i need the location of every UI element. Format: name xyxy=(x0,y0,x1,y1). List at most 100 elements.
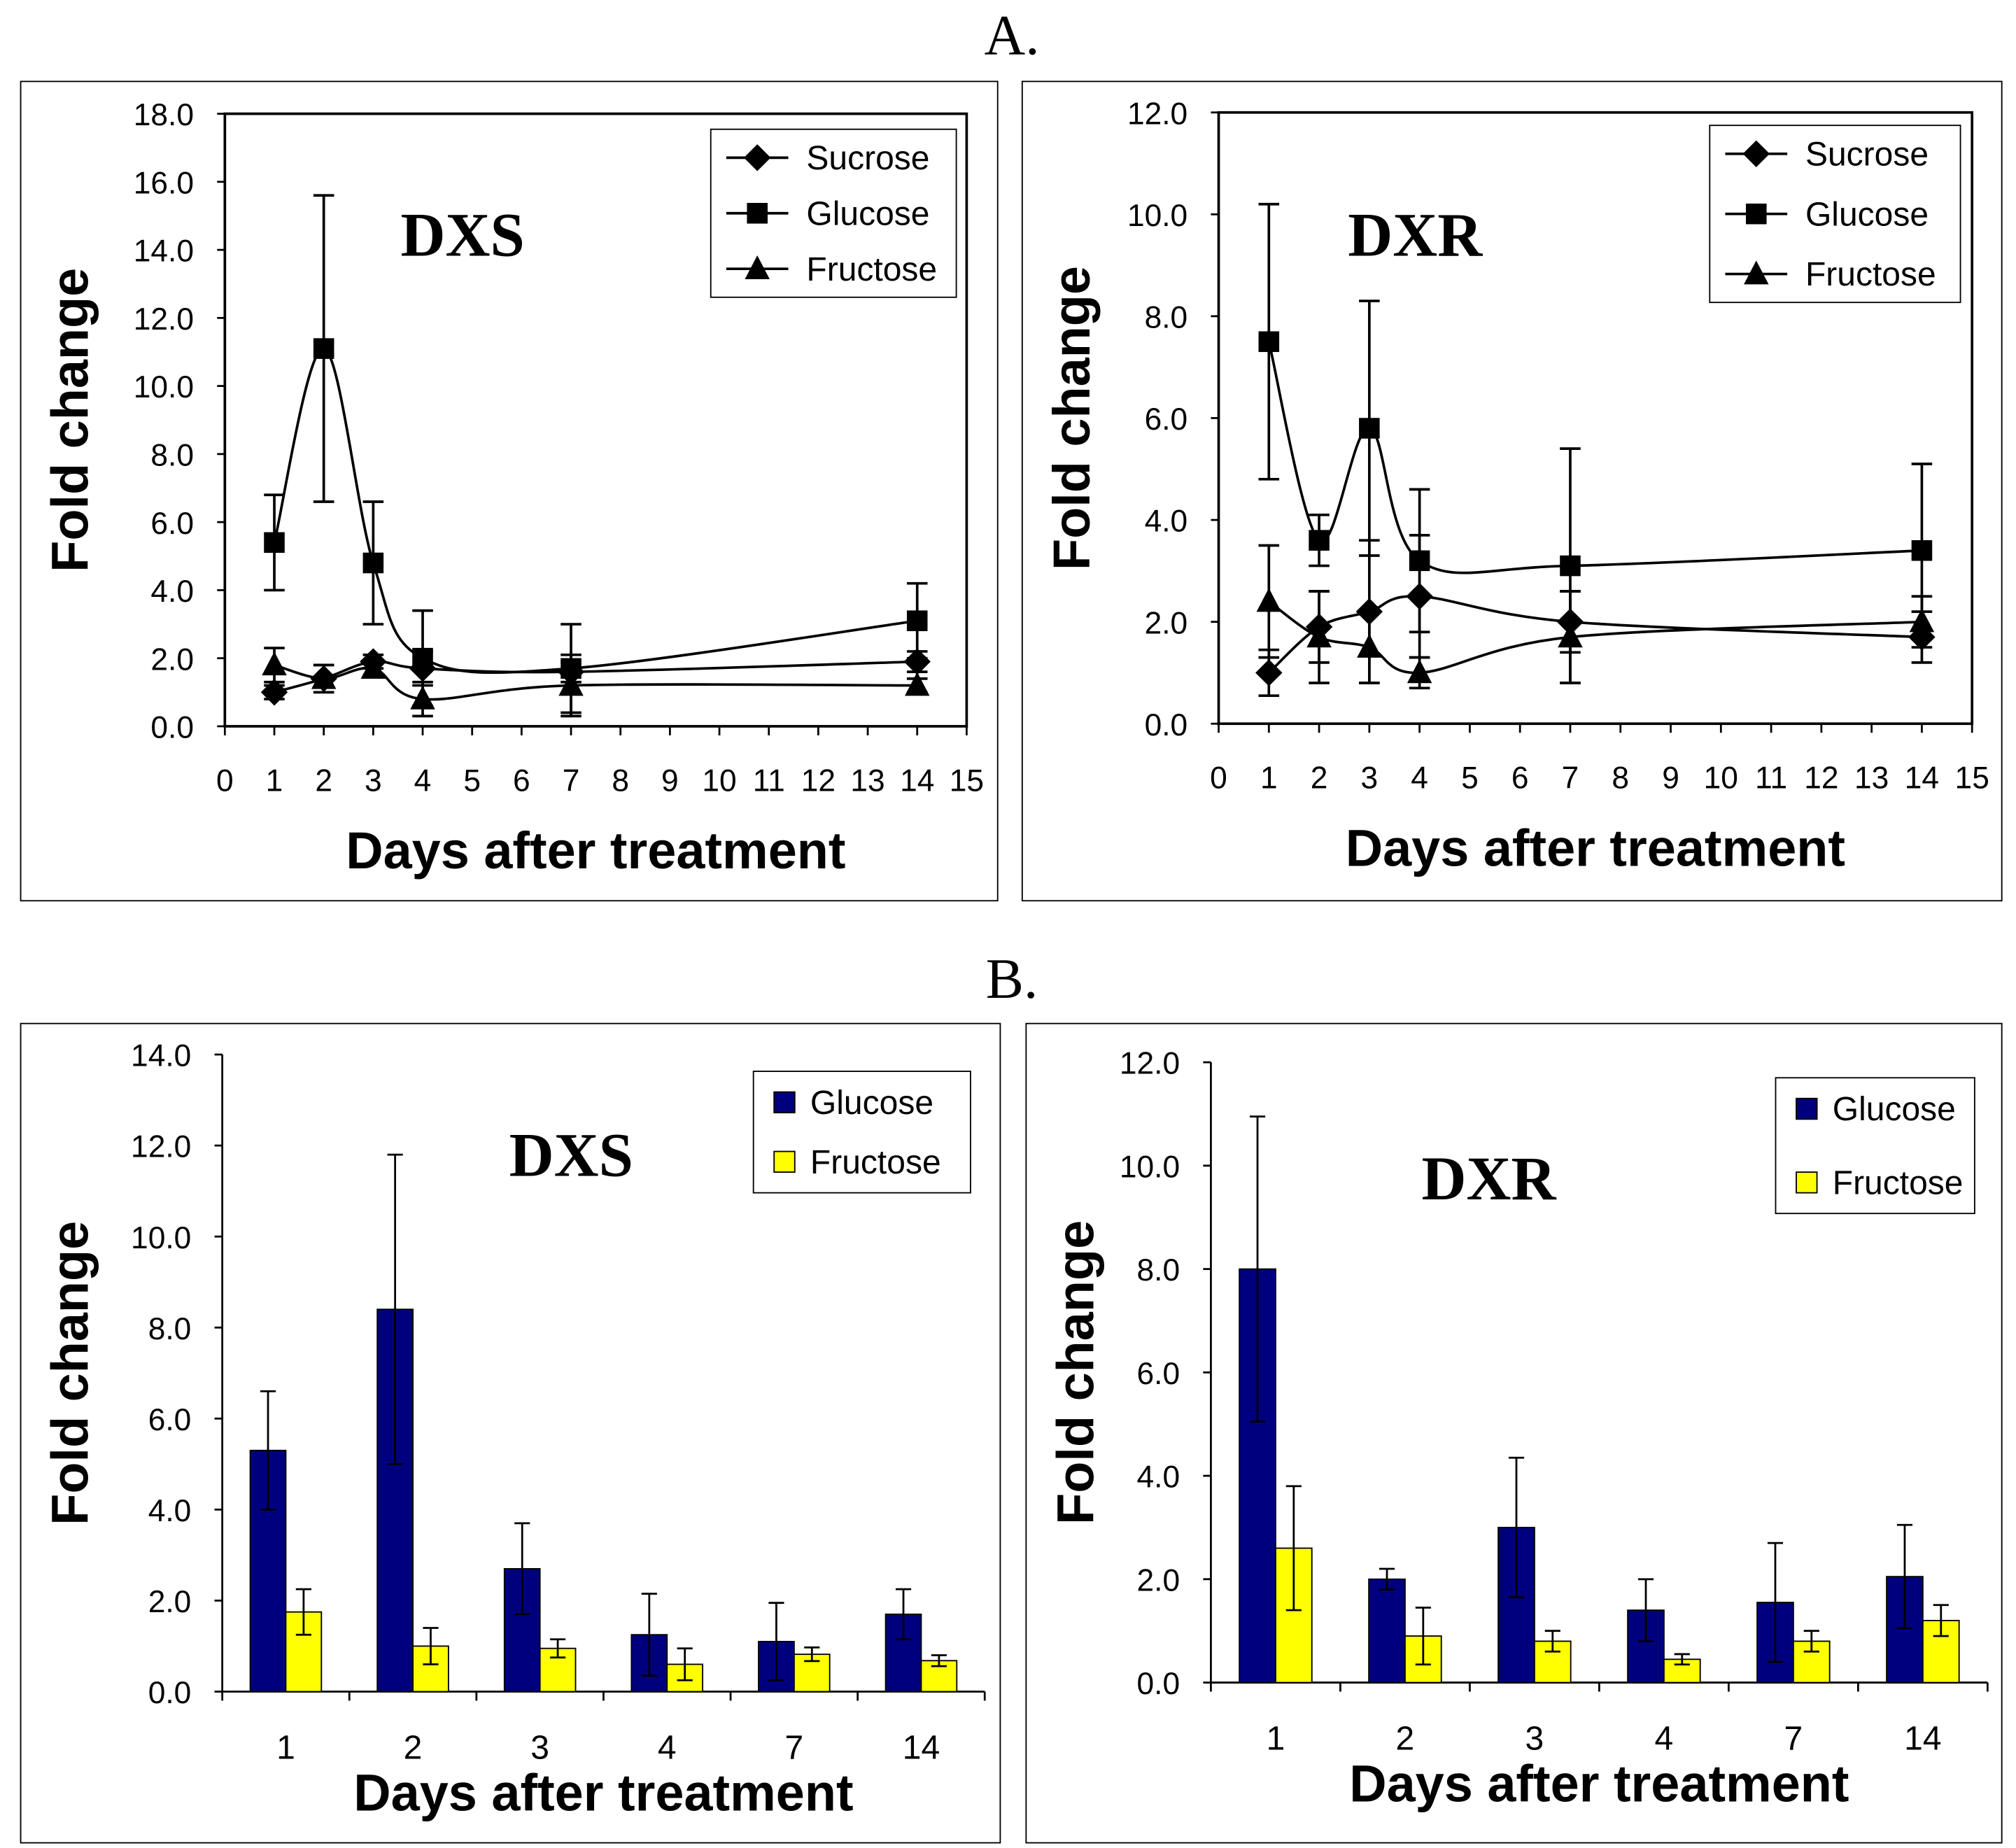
x-tick-label: 1 xyxy=(266,763,283,798)
legend: Glucose Fructose xyxy=(752,1071,971,1194)
y-tick-label: 12.0 xyxy=(134,302,194,337)
data-point xyxy=(360,655,386,679)
y-tick-label: 6.0 xyxy=(1145,402,1188,437)
legend-marker-fructose xyxy=(1744,260,1769,285)
chart-line-dxr: 0.0 2.0 4.0 6.0 8.0 10.0 12.0 Days after treatm… xyxy=(1021,80,2003,902)
legend-swatch-glucose xyxy=(773,1091,796,1114)
data-point xyxy=(1359,418,1380,439)
y-tick-label: 10.0 xyxy=(1120,1150,1180,1184)
x-tick-label: 6 xyxy=(513,763,530,798)
data-point xyxy=(412,647,433,669)
bar xyxy=(1239,1268,1276,1684)
y-tick-label: 4.0 xyxy=(150,574,194,609)
x-tick-label: 15 xyxy=(950,763,984,798)
x-axis-label: Days after treatment xyxy=(1346,819,1845,877)
x-tick-label: 0 xyxy=(216,763,234,798)
x-tick-label: 7 xyxy=(1784,1721,1803,1758)
x-tick-label: 13 xyxy=(850,763,884,798)
y-axis-label: Fold change xyxy=(1046,1220,1104,1525)
y-tick-label: 4.0 xyxy=(1137,1460,1180,1495)
legend-label: Glucose xyxy=(806,195,929,232)
section-label-b: B. xyxy=(986,947,1038,1010)
data-point xyxy=(1409,550,1430,572)
legend-swatch-glucose xyxy=(1796,1097,1818,1120)
data-point xyxy=(1306,623,1332,648)
plot-area xyxy=(223,112,968,728)
chart-bar-dxs: 0.0 2.0 4.0 6.0 8.0 10.0 12.0 14.0 Days after tr… xyxy=(20,1022,1001,1844)
x-tick-label: 12 xyxy=(1804,761,1838,796)
y-tick-label: 10.0 xyxy=(134,370,194,404)
x-tick-label: 3 xyxy=(530,1730,549,1767)
x-tick-label: 4 xyxy=(1655,1721,1674,1758)
data-point xyxy=(260,679,288,706)
chart-bar-dxr: 0.0 2.0 4.0 6.0 8.0 10.0 12.0 Days after treatm… xyxy=(1025,1022,2003,1844)
x-tick-label: 13 xyxy=(1854,761,1889,796)
x-tick-label: 2 xyxy=(1311,761,1328,796)
y-tick-label: 14.0 xyxy=(131,1039,191,1073)
y-axis-label: Fold change xyxy=(41,1221,99,1525)
y-tick-label: 6.0 xyxy=(1137,1357,1180,1391)
y-tick-label: 0.0 xyxy=(1137,1667,1180,1701)
bar xyxy=(376,1309,414,1693)
x-tick-label: 8 xyxy=(612,763,629,798)
y-tick-label: 4.0 xyxy=(148,1494,192,1528)
x-tick-label: 4 xyxy=(658,1730,677,1767)
series-sucrose xyxy=(260,648,931,706)
legend-label: Fructose xyxy=(810,1144,941,1181)
x-tick-label: 7 xyxy=(785,1730,804,1767)
x-tick-label: 1 xyxy=(276,1730,295,1767)
x-tick-label: 2 xyxy=(315,763,332,798)
legend-marker-glucose xyxy=(1746,203,1767,225)
x-tick-label: 1 xyxy=(1260,761,1278,796)
x-tick-label: 10 xyxy=(1704,761,1738,796)
data-point xyxy=(1407,659,1432,684)
data-point xyxy=(264,532,285,553)
chart-title: DXR xyxy=(1348,202,1483,270)
legend-marker-sucrose xyxy=(1742,140,1770,168)
x-tick-label: 7 xyxy=(563,763,580,798)
series-fructose xyxy=(1256,544,1935,690)
x-tick-label: 8 xyxy=(1612,761,1629,796)
y-tick-label: 14.0 xyxy=(134,234,194,269)
x-tick-label: 11 xyxy=(1755,761,1787,796)
y-tick-label: 0.0 xyxy=(150,711,194,745)
legend-swatch-fructose xyxy=(773,1150,796,1173)
y-tick-label: 4.0 xyxy=(1145,505,1188,539)
x-tick-label: 5 xyxy=(463,763,481,798)
x-tick-label: 2 xyxy=(404,1730,423,1767)
y-tick-label: 6.0 xyxy=(150,507,194,541)
legend-label: Fructose xyxy=(806,251,937,288)
x-tick-label: 14 xyxy=(1905,761,1939,796)
x-tick-label: 9 xyxy=(661,763,679,798)
data-point xyxy=(410,685,435,710)
series-sucrose xyxy=(1255,534,1936,698)
x-tick-label: 14 xyxy=(900,763,934,798)
chart-frame xyxy=(20,80,999,902)
legend-label: Sucrose xyxy=(1805,136,1929,173)
y-tick-label: 2.0 xyxy=(150,642,194,677)
data-point xyxy=(1309,530,1330,551)
series-line xyxy=(1267,341,1922,574)
data-point xyxy=(905,672,930,696)
series-glucose xyxy=(249,1153,922,1693)
data-point xyxy=(262,651,287,676)
y-tick-label: 10.0 xyxy=(1127,199,1187,233)
legend-marker-sucrose xyxy=(744,144,771,171)
legend-label: Glucose xyxy=(1833,1091,1956,1128)
data-point xyxy=(906,610,928,631)
y-tick-label: 8.0 xyxy=(150,439,194,473)
x-tick-label: 0 xyxy=(1210,761,1227,796)
series-fructose xyxy=(262,647,930,718)
y-axis-label: Fold change xyxy=(41,268,99,572)
chart-title: DXR xyxy=(1421,1145,1556,1213)
y-tick-label: 6.0 xyxy=(148,1403,192,1437)
legend: Sucrose Glucose Fructose xyxy=(710,128,957,298)
x-axis-label: Days after treatment xyxy=(353,1763,853,1821)
legend-marker-glucose xyxy=(747,202,768,224)
x-tick-label: 14 xyxy=(1904,1721,1941,1758)
series-glucose xyxy=(1239,1115,1924,1684)
y-tick-label: 12.0 xyxy=(1120,1047,1180,1081)
y-tick-label: 8.0 xyxy=(1137,1253,1180,1288)
y-tick-label: 10.0 xyxy=(131,1221,191,1255)
chart-frame xyxy=(1021,80,2003,902)
